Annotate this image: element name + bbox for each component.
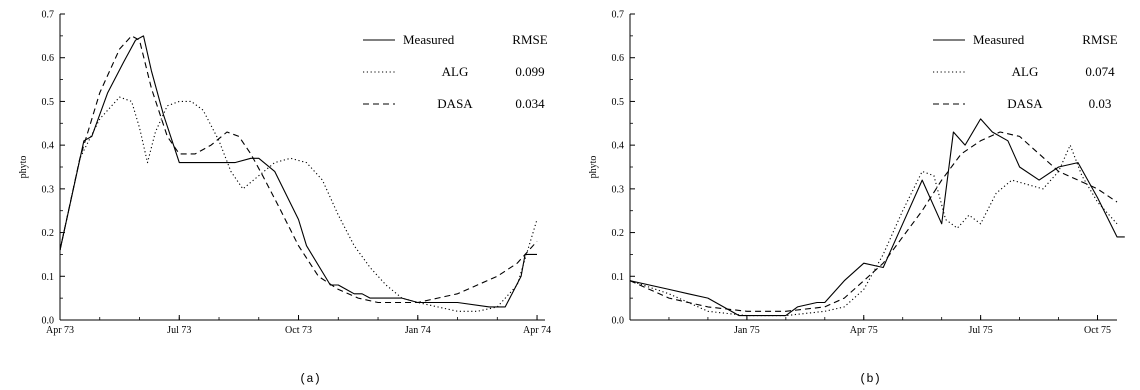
legend-label-measured: Measured bbox=[403, 32, 455, 47]
y-tick-label: 0.1 bbox=[42, 272, 55, 283]
legend-rmse-dasa: 0.034 bbox=[515, 96, 545, 111]
y-tick-label: 0.5 bbox=[42, 97, 55, 108]
y-tick-label: 0.0 bbox=[612, 316, 625, 327]
y-tick-label: 0.2 bbox=[612, 228, 625, 239]
x-tick-label: Apr 75 bbox=[850, 325, 878, 336]
y-tick-label: 0.3 bbox=[42, 184, 55, 195]
x-tick-label: Jan 75 bbox=[734, 325, 760, 336]
y-tick-label: 0.4 bbox=[612, 141, 625, 152]
legend-label-alg: ALG bbox=[442, 64, 469, 79]
y-tick-label: 0.5 bbox=[612, 97, 625, 108]
legend-label-dasa: DASA bbox=[1007, 96, 1043, 111]
x-tick-label: Jan 74 bbox=[405, 325, 431, 336]
series-line-dasa bbox=[629, 131, 1118, 312]
x-tick-label: Apr 74 bbox=[523, 325, 551, 336]
x-tick-label: Oct 75 bbox=[1084, 325, 1111, 336]
legend-rmse-alg: 0.074 bbox=[1085, 64, 1115, 79]
y-tick-label: 0.2 bbox=[42, 228, 55, 239]
x-tick-label: Jul 75 bbox=[969, 325, 993, 336]
chart-panel-b: 0.0 0.1 0.2 0.3 0.4 0.5 0.6 0.7 Jan 75 Apr 75 Jul … bbox=[588, 10, 1125, 386]
legend: Measured ALG 0.099 DASA 0.034 RMSE bbox=[363, 32, 548, 111]
legend-rmse-header: RMSE bbox=[512, 32, 547, 47]
legend-rmse-header: RMSE bbox=[1082, 32, 1117, 47]
series-line-measured bbox=[59, 35, 537, 308]
y-tick-label: 0.6 bbox=[612, 53, 625, 64]
series-line-dasa bbox=[59, 35, 538, 304]
legend-label-measured: Measured bbox=[973, 32, 1025, 47]
x-tick-label: Oct 73 bbox=[285, 325, 312, 336]
x-tick-label: Apr 73 bbox=[46, 325, 74, 336]
legend-rmse-dasa: 0.03 bbox=[1089, 96, 1112, 111]
legend-label-dasa: DASA bbox=[437, 96, 473, 111]
legend: Measured ALG 0.074 DASA 0.03 RMSE bbox=[933, 32, 1118, 111]
y-axis-label: phyto bbox=[588, 156, 599, 179]
y-tick-label: 0.0 bbox=[42, 316, 55, 327]
series-line-alg bbox=[59, 96, 538, 312]
y-tick-label: 0.7 bbox=[612, 10, 625, 21]
panel-caption: (b) bbox=[859, 372, 881, 386]
series-line-measured bbox=[629, 118, 1125, 317]
x-tick-label: Jul 73 bbox=[167, 325, 191, 336]
y-tick-label: 0.6 bbox=[42, 53, 55, 64]
y-tick-label: 0.1 bbox=[612, 272, 625, 283]
y-axis-label: phyto bbox=[18, 156, 29, 179]
legend-label-alg: ALG bbox=[1012, 64, 1039, 79]
chart-panel-a: 0.0 0.1 0.2 0.3 0.4 0.5 0.6 0.7 Apr 73 Jul 73 Oct … bbox=[18, 10, 551, 387]
y-tick-label: 0.4 bbox=[42, 141, 55, 152]
series-line-alg bbox=[629, 144, 1118, 317]
y-tick-label: 0.3 bbox=[612, 184, 625, 195]
legend-rmse-alg: 0.099 bbox=[515, 64, 544, 79]
panel-caption: (a) bbox=[299, 372, 321, 386]
y-tick-label: 0.7 bbox=[42, 10, 55, 21]
